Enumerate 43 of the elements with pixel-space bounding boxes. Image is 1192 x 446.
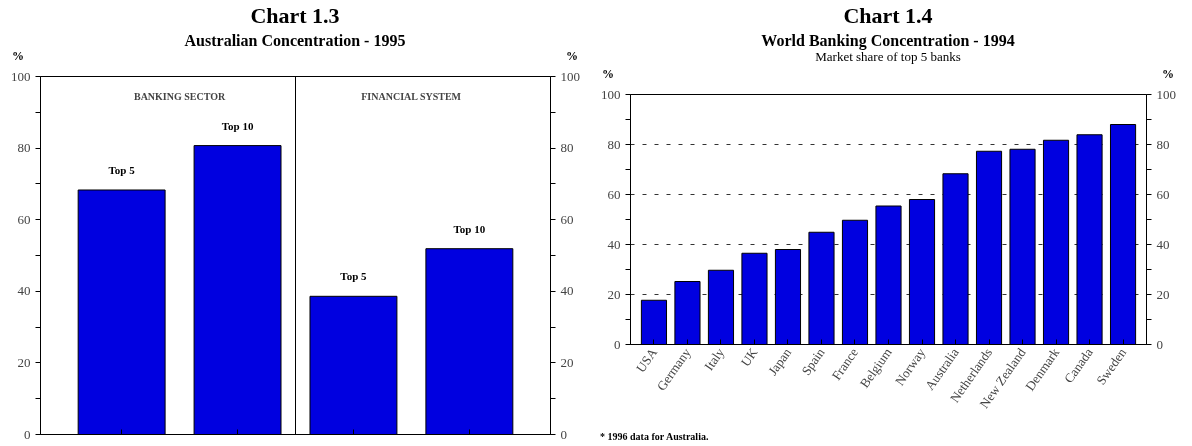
x-tick-label: Top 5 <box>108 163 136 176</box>
y2-tick-label: 0 <box>560 426 567 442</box>
chart-title: Chart 1.3 <box>250 2 340 30</box>
y2-tick-label: 40 <box>560 283 574 299</box>
x-tick-label: Top 10 <box>221 119 254 132</box>
y-tick-label: 40 <box>17 283 31 299</box>
y-tick-label: 80 <box>607 136 621 152</box>
y2-axis-title: % <box>1162 67 1174 81</box>
y-axis-title: % <box>12 49 24 63</box>
y2-tick-label: 80 <box>1156 136 1170 152</box>
y2-tick-label: 20 <box>560 354 574 370</box>
y-tick-label: 20 <box>607 286 621 302</box>
y2-tick-label: 80 <box>560 140 574 156</box>
y-axis-title: % <box>602 67 614 81</box>
text: * 1996 data for Australia. <box>600 430 709 444</box>
annotation: FINANCIAL SYSTEM <box>361 90 462 102</box>
y-tick-label: 0 <box>24 426 31 442</box>
y2-tick-label: 20 <box>1156 286 1170 302</box>
y2-tick-label: 0 <box>1156 336 1163 352</box>
y2-tick-label: 60 <box>560 211 574 227</box>
y2-tick-label: 100 <box>560 68 580 84</box>
y-tick-label: 60 <box>17 211 31 227</box>
y-tick-label: 80 <box>17 140 31 156</box>
x-tick-label: UK <box>737 344 761 370</box>
y-tick-label: 100 <box>11 68 31 84</box>
x-tick-label: Top 10 <box>453 222 486 235</box>
y-tick-label: 0 <box>614 336 621 352</box>
chart-subtitle: World Banking Concentration - 1994 <box>761 31 1015 52</box>
y-tick-label: 40 <box>607 236 621 252</box>
y2-axis-title: % <box>566 49 578 63</box>
y2-tick-label: 100 <box>1156 86 1176 102</box>
x-tick-label: Italy <box>701 344 728 374</box>
x-tick-label: USA <box>632 344 661 376</box>
y-tick-label: 60 <box>607 186 621 202</box>
x-tick-label: Top 5 <box>340 270 368 283</box>
annotation: BANKING SECTOR <box>133 90 226 102</box>
chart-subtitle: Australian Concentration - 1995 <box>184 31 406 51</box>
y2-tick-label: 60 <box>1156 186 1170 202</box>
y2-tick-label: 40 <box>1156 236 1170 252</box>
y-tick-label: 20 <box>17 354 31 370</box>
y-tick-label: 100 <box>601 86 621 102</box>
text: Market share of top 5 banks <box>815 49 961 66</box>
chart-title: Chart 1.4 <box>843 2 933 30</box>
